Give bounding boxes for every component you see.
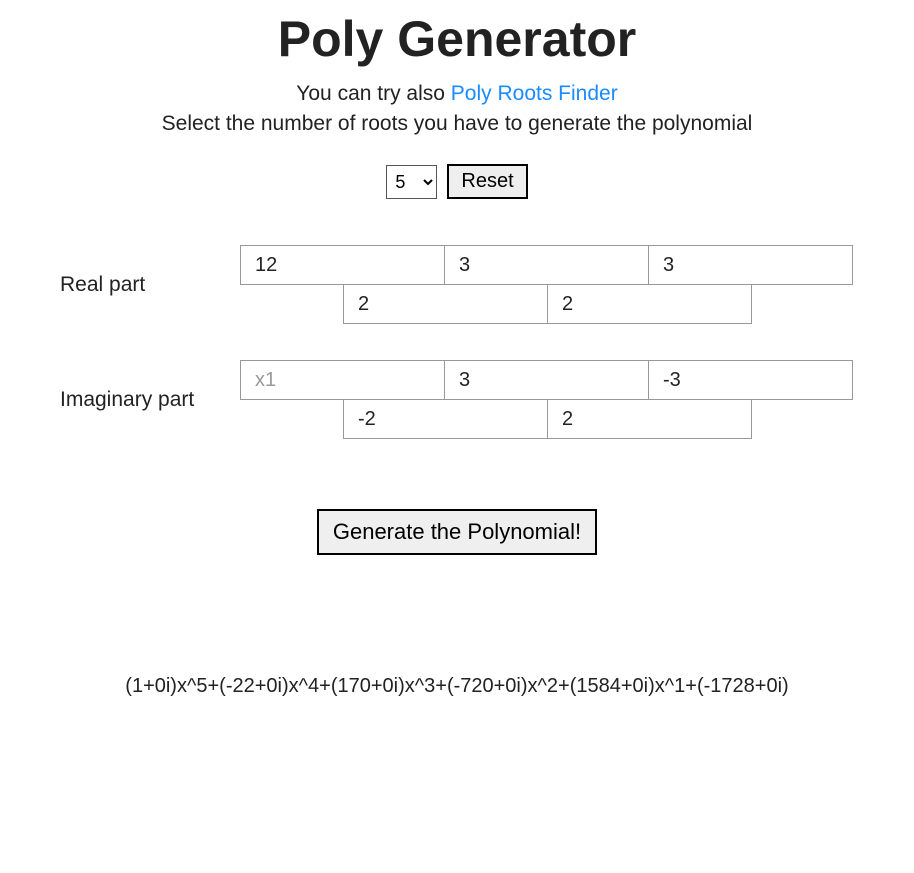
imag-input-3[interactable] (648, 360, 853, 400)
imag-cells-top (240, 360, 894, 400)
page: Poly Generator You can try also Poly Roo… (0, 0, 914, 698)
subline: You can try also Poly Roots Finder (0, 82, 914, 106)
page-title: Poly Generator (0, 10, 914, 68)
imag-input-1[interactable] (240, 360, 445, 400)
roots-count-select[interactable]: 12345678910 (386, 165, 437, 199)
imag-part-label: Imaginary part (40, 388, 240, 412)
real-part-row: Real part (40, 245, 894, 324)
real-part-section: Real part (0, 245, 914, 324)
real-cells-bottom (343, 284, 894, 324)
generate-row: Generate the Polynomial! (0, 509, 914, 555)
imag-input-4[interactable] (343, 399, 548, 439)
real-input-2[interactable] (444, 245, 649, 285)
real-input-3[interactable] (648, 245, 853, 285)
imag-part-row: Imaginary part (40, 360, 894, 439)
poly-roots-finder-link[interactable]: Poly Roots Finder (451, 82, 618, 105)
imag-cells-bottom (343, 399, 894, 439)
subline-prefix: You can try also (296, 82, 451, 105)
imag-cells (240, 360, 894, 439)
real-input-5[interactable] (547, 284, 752, 324)
result-output: (1+0i)x^5+(-22+0i)x^4+(170+0i)x^3+(-720+… (0, 675, 914, 698)
real-cells-top (240, 245, 894, 285)
instruction-text: Select the number of roots you have to g… (0, 112, 914, 136)
imag-input-2[interactable] (444, 360, 649, 400)
generate-button[interactable]: Generate the Polynomial! (317, 509, 597, 555)
imag-input-5[interactable] (547, 399, 752, 439)
real-input-1[interactable] (240, 245, 445, 285)
real-input-4[interactable] (343, 284, 548, 324)
real-cells (240, 245, 894, 324)
real-part-label: Real part (40, 273, 240, 297)
reset-button[interactable]: Reset (447, 164, 527, 199)
imag-part-section: Imaginary part (0, 360, 914, 439)
controls-row: 12345678910 Reset (0, 164, 914, 199)
